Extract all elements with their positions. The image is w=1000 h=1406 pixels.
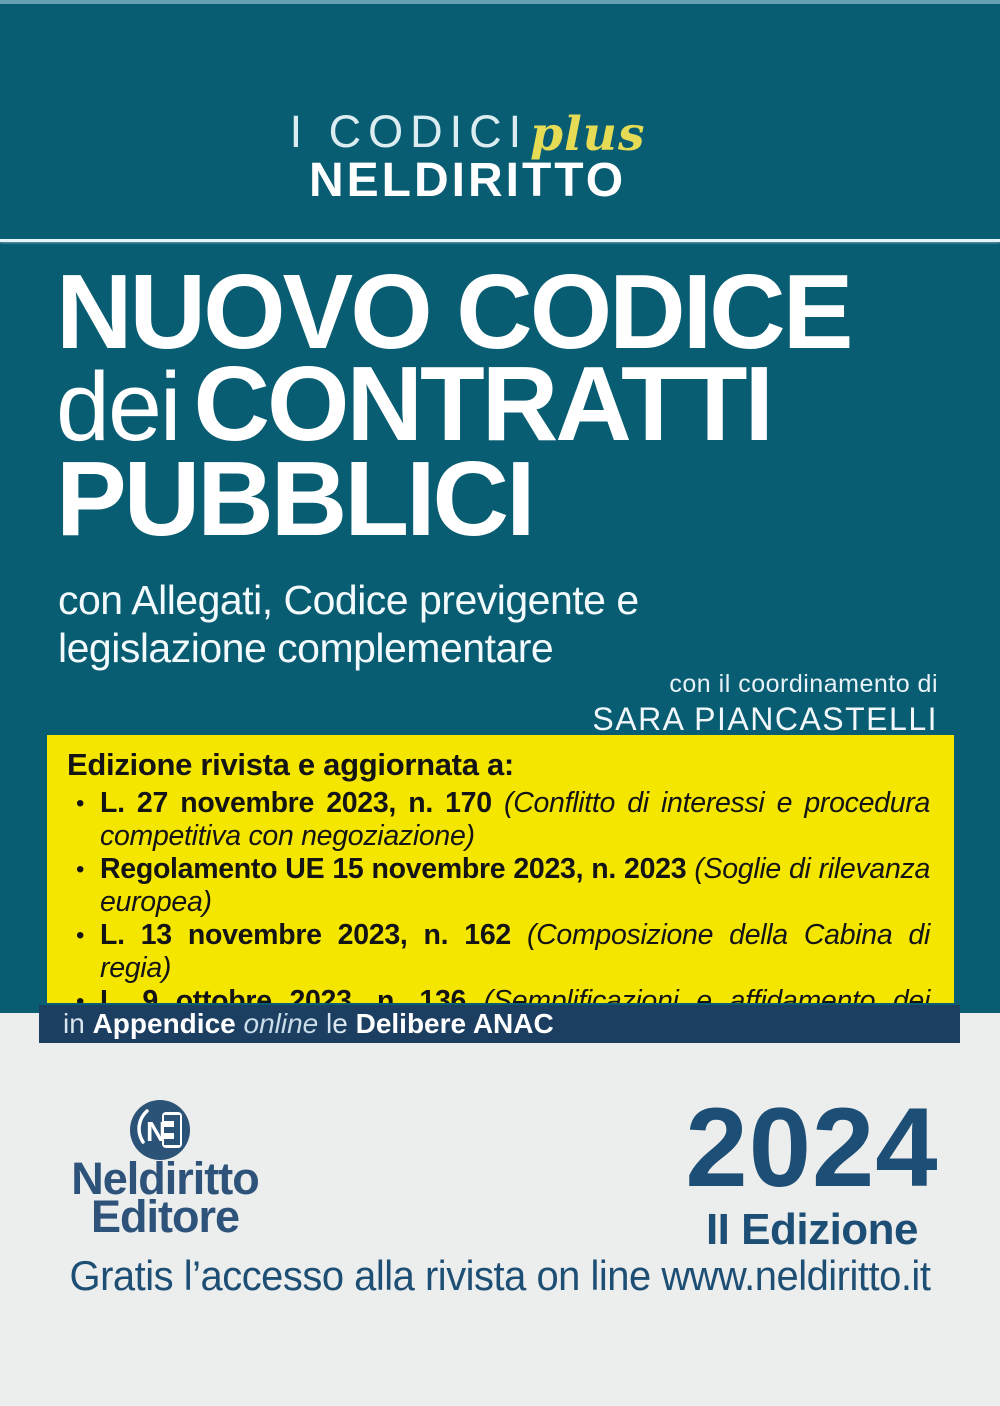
law-list-item: L. 27 novembre 2023, n. 170 (Conflitto d… (67, 787, 930, 853)
series-logo: I CODICIplus NELDIRITTO (0, 108, 935, 205)
law-list-item: L. 9 ottobre 2023, n. 136 (Semplificazio… (67, 985, 930, 1003)
appendix-banner: in Appendice online le Delibere ANAC (39, 1005, 960, 1043)
book-title: NUOVO CODICE dei CONTRATTI PUBBLICI (56, 253, 853, 558)
title-line-1: NUOVO CODICE (56, 253, 853, 371)
publisher-name-line2: Editore (90, 1191, 240, 1242)
title-dei: dei (56, 352, 181, 461)
law-reference: L. 13 novembre 2023, n. 162 (100, 919, 511, 951)
publisher-name: Neldiritto Editore (30, 1153, 300, 1242)
publisher-name-line1: Neldiritto (71, 1153, 260, 1204)
title-line-3: PUBBLICI (56, 440, 536, 558)
subtitle: con Allegati, Codice previgente e legisl… (58, 577, 639, 672)
publisher-wordmark: NELDIRITTO (308, 154, 627, 207)
appendix-word-delibere: Delibere ANAC (355, 1008, 554, 1039)
edition-number-label: II Edizione (705, 1205, 919, 1254)
header-divider-line (0, 239, 1000, 242)
law-description: (Soglie di rilevanza europea) (100, 853, 931, 918)
edition-box-heading: Edizione rivista e aggiornata a: (67, 747, 514, 782)
appendix-word-in: in (63, 1008, 85, 1039)
title-line-2: dei CONTRATTI (56, 351, 850, 457)
edition-update-box: Edizione rivista e aggiornata a: L. 27 n… (47, 735, 954, 1003)
law-reference: L. 9 ottobre 2023, n. 136 (100, 985, 467, 1003)
law-description: (Composizione della Cabina di regia) (100, 919, 930, 984)
ne-monogram-icon: N (130, 1100, 190, 1160)
year-label: 2024 (685, 1085, 939, 1210)
coordination-credit: con il coordinamento di SARA PIANCASTELL… (592, 670, 938, 738)
appendix-word-le: le (326, 1008, 348, 1039)
law-reference: L. 27 novembre 2023, n. 170 (100, 787, 492, 819)
law-description: (Semplificazioni e affidamento dei contr… (483, 985, 931, 1003)
law-list-item: L. 13 novembre 2023, n. 162 (Composizion… (67, 919, 930, 985)
box-notch-triangle (91, 735, 149, 736)
title-contratti: CONTRATTI (193, 345, 773, 463)
appendix-word-appendice: Appendice (92, 1008, 236, 1039)
top-edge-highlight (0, 0, 1000, 4)
appendix-word-online: online (243, 1008, 319, 1039)
edition-law-list: L. 27 novembre 2023, n. 170 (Conflitto d… (67, 787, 930, 1003)
law-list-item: Regolamento UE 15 novembre 2023, n. 2023… (67, 853, 930, 919)
svg-text:N: N (146, 1116, 166, 1147)
series-name: I CODICI (289, 106, 529, 157)
series-plus-label: plus (530, 107, 646, 162)
series-logo-row1: I CODICIplus (0, 106, 935, 158)
free-access-line: Gratis l’accesso alla rivista on line ww… (69, 1252, 931, 1299)
law-description: (Conflitto di interessi e procedura comp… (100, 787, 930, 852)
law-reference: Regolamento UE 15 novembre 2023, n. 2023 (100, 853, 687, 885)
coordination-label: con il coordinamento di (669, 670, 938, 698)
edition-year-block: 2024 II Edizione (682, 1092, 942, 1252)
coordinator-name: SARA PIANCASTELLI (592, 701, 938, 737)
